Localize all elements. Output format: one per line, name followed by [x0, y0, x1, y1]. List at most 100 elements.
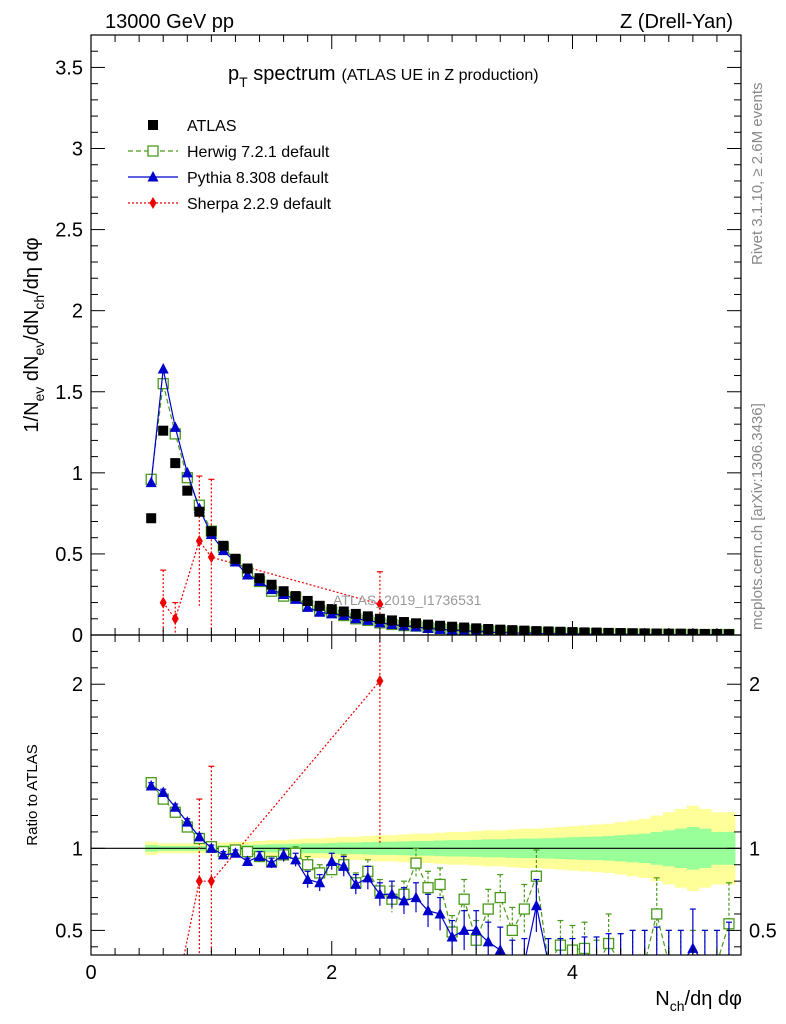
main-y-axis-label: 1/Nev dNev/dNch/dη dφ	[21, 237, 47, 432]
herwig-ratio-point	[688, 958, 698, 968]
mcplots-label: mcplots.cern.ch [arXiv:1306.3436]	[749, 403, 766, 630]
sherpa-main-point	[195, 534, 203, 547]
pythia-ratio-point	[193, 830, 205, 842]
pythia-ratio-point	[603, 957, 614, 968]
ratio-y-tick-label-right: 1	[749, 838, 760, 860]
main-panel: 0 0.5 1 1.5 2 2.5 3 3.5 1/Nev dNev/dNch/dη dφ p…	[21, 34, 742, 647]
herwig-ratio-point	[664, 958, 674, 968]
main-y-tick-label: 2	[72, 301, 83, 323]
herwig-ratio-point	[302, 859, 314, 871]
pythia-ratio-point	[591, 957, 602, 968]
atlas-main-point	[579, 627, 590, 635]
atlas-main-point	[651, 628, 662, 635]
pythia-ratio-point	[711, 957, 722, 968]
atlas-main-point	[507, 625, 518, 635]
atlas-main-point	[411, 618, 421, 629]
energy-label: 13000 GeV pp	[105, 11, 234, 33]
legend-label-sherpa: Sherpa 2.2.9 default	[187, 196, 332, 213]
herwig-ratio-point	[410, 857, 422, 869]
pythia-ratio-point	[675, 957, 686, 968]
atlas-main-point	[254, 573, 265, 584]
atlas-main-point	[158, 425, 169, 436]
pythia-ratio-point	[157, 786, 169, 798]
pythia-ratio-point	[398, 894, 410, 906]
atlas-main-point	[531, 626, 542, 635]
atlas-main-point	[483, 624, 494, 634]
pythia-ratio-point	[386, 888, 398, 899]
pythia-ratio-point	[663, 957, 674, 968]
pythia-ratio-point	[254, 850, 266, 862]
series-sherpa-main	[159, 475, 384, 635]
pythia-ratio-point	[362, 871, 374, 883]
ratio-y-tick-label: 0.5	[55, 920, 83, 942]
atlas-main-point	[230, 553, 241, 564]
pythia-ratio-point	[434, 907, 446, 919]
atlas-main-point	[627, 628, 638, 635]
legend-item-pythia: Pythia 8.308 default	[128, 170, 329, 187]
analysis-watermark: ATLAS_2019_I1736531	[333, 592, 482, 608]
series-herwig-ratio	[145, 777, 735, 971]
herwig-ratio-point	[651, 908, 663, 920]
pythia-ratio-point	[374, 888, 386, 899]
ratio-panel-frame	[90, 634, 742, 956]
main-y-tick-label: 1.5	[55, 382, 83, 404]
atlas-main-point	[266, 579, 277, 590]
main-y-tick-label: 0.5	[55, 544, 83, 566]
legend-label-herwig: Herwig 7.2.1 default	[187, 144, 330, 161]
ratio-y-tick-label: 2	[72, 674, 83, 696]
pythia-ratio-point	[651, 957, 662, 968]
pythia-main-point	[314, 606, 326, 617]
atlas-main-point	[170, 458, 181, 469]
legend: ATLAS Herwig 7.2.1 default Pythia 8.308 de…	[128, 118, 332, 213]
sherpa-ratio-point	[160, 980, 167, 992]
pythia-ratio-point	[723, 957, 734, 968]
x-axis-label: Nch/dη dφ	[655, 988, 742, 1014]
atlas-main-point	[290, 591, 301, 602]
pythia-ratio-point	[314, 876, 326, 888]
pythia-ratio-point	[699, 957, 710, 968]
main-y-tick-label: 3.5	[55, 57, 83, 79]
legend-label-pythia: Pythia 8.308 default	[187, 170, 329, 187]
sherpa-main-point	[207, 551, 215, 564]
ratio-y-tick-label: 1	[72, 838, 83, 860]
atlas-main-point	[146, 513, 157, 524]
herwig-ratio-point	[592, 961, 602, 971]
herwig-ratio-point	[640, 958, 650, 968]
pythia-main-point	[181, 466, 193, 478]
atlas-main-point	[242, 563, 253, 574]
atlas-main-point	[374, 613, 385, 624]
pythia-ratio-point	[241, 855, 253, 866]
herwig-ratio-point	[434, 878, 446, 891]
atlas-main-point	[386, 615, 397, 626]
pythia-ratio-point	[627, 957, 638, 968]
pythia-ratio-point	[507, 957, 518, 968]
atlas-main-point	[182, 485, 193, 496]
pythia-ratio-point	[205, 842, 217, 853]
herwig-ratio-point	[712, 958, 722, 968]
pythia-ratio-point	[229, 847, 241, 858]
atlas-main-point	[218, 540, 229, 551]
legend-marker-atlas	[148, 120, 158, 130]
sherpa-ratio-point	[195, 875, 203, 888]
pythia-ratio-point	[169, 801, 181, 812]
pythia-ratio-point	[482, 935, 494, 947]
atlas-main-point	[350, 608, 361, 619]
atlas-main-point	[302, 595, 313, 606]
rivet-version-label: Rivet 3.1.10, ≥ 2.6M events	[749, 83, 766, 266]
atlas-main-point	[675, 628, 686, 635]
pythia-ratio-point	[543, 957, 554, 968]
herwig-ratio-point	[616, 958, 626, 968]
main-y-tick-label: 0	[72, 625, 83, 647]
atlas-main-point	[699, 629, 710, 635]
pythia-ratio-point	[302, 873, 314, 885]
pythia-ratio-point	[326, 855, 338, 866]
ratio-y-tick-label-right: 0.5	[749, 920, 777, 942]
ratio-y-axis-label: Ratio to ATLAS	[24, 744, 41, 845]
pythia-ratio-point	[446, 930, 458, 942]
pythia-main-point	[169, 421, 181, 432]
ratio-panel: 0.5 0.5 1 1 2 2 0 2 4 Ratio to ATLAS Nch/dη dφ	[24, 634, 777, 1014]
herwig-ratio-point	[543, 958, 553, 968]
pythia-ratio-point	[217, 848, 229, 860]
herwig-ratio-point	[628, 958, 638, 968]
